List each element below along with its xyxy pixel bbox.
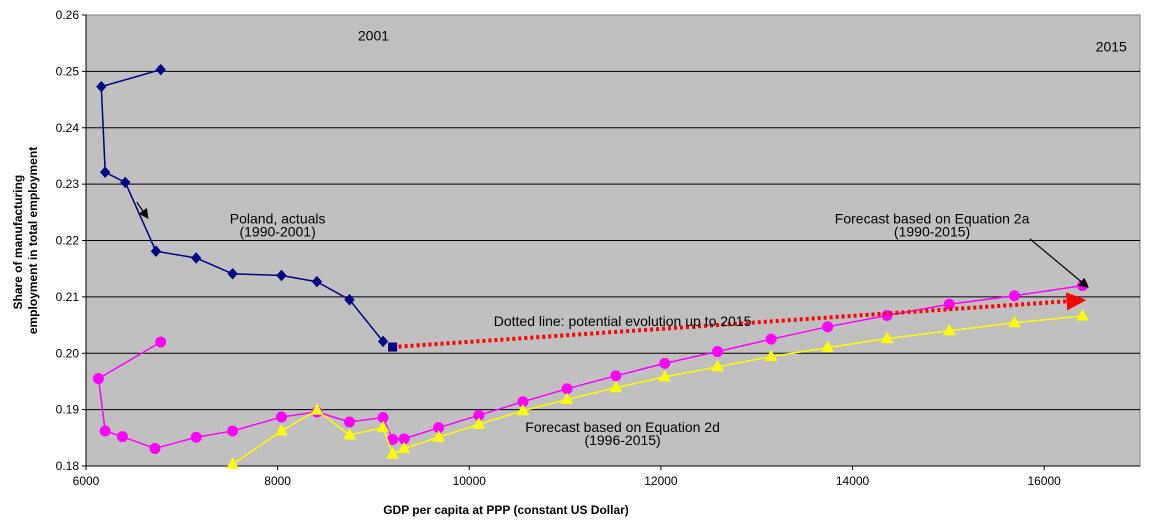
data-point-circle xyxy=(99,425,111,437)
y-tick-label: 0.25 xyxy=(56,64,80,78)
data-point-circle xyxy=(765,333,777,345)
data-point-circle xyxy=(190,431,202,443)
data-point-diamond xyxy=(150,245,162,257)
y-axis: 0.18 0.19 0.20 0.21 0.22 0.23 0.24 0.25 0.26 xyxy=(56,8,87,473)
data-point-triangle xyxy=(226,457,239,469)
annotation-poland-line1: Poland, actuals xyxy=(230,211,326,227)
poland-arrow xyxy=(136,201,149,220)
data-point-circle xyxy=(1008,290,1020,302)
y-tick-label: 0.26 xyxy=(56,8,80,22)
data-point-triangle xyxy=(942,323,956,336)
dotted-line-start-marker xyxy=(388,342,398,352)
annotation-dotted-note: Dotted line: potential evolution up to 2… xyxy=(494,313,752,329)
y-tick-label: 0.24 xyxy=(56,121,80,135)
data-point-triangle xyxy=(711,359,724,372)
y-tick-label: 0.19 xyxy=(56,403,80,417)
annotation-poland-line2: (1990-2001) xyxy=(239,224,315,240)
data-point-triangle xyxy=(1076,309,1089,321)
series-layer xyxy=(92,63,1089,469)
data-point-triangle xyxy=(343,427,356,440)
x-tick-label: 8000 xyxy=(264,474,291,488)
data-point-circle xyxy=(149,443,161,455)
data-point-circle xyxy=(92,373,104,385)
annotations: 2001 2015 Poland, actuals(1990-2001) Foreca… xyxy=(136,27,1127,448)
y-axis-title-line-2: employment in total employment xyxy=(26,147,40,334)
x-tick-label: 10000 xyxy=(453,474,487,488)
y-axis-title: Share of manufacturing employment in tot… xyxy=(11,147,40,334)
data-point-diamond xyxy=(155,63,166,76)
series-line xyxy=(97,284,1083,450)
data-point-circle xyxy=(610,370,622,382)
data-point-triangle xyxy=(560,392,574,404)
x-axis-title: GDP per capita at PPP (constant US Dolla… xyxy=(383,503,629,517)
data-point-triangle xyxy=(658,369,672,382)
annotation-eq2d-line1: Forecast based on Equation 2d xyxy=(525,419,720,435)
x-tick-label: 6000 xyxy=(73,474,100,488)
series-1 xyxy=(96,63,389,348)
data-point-triangle xyxy=(376,420,390,433)
series-line xyxy=(232,315,1083,465)
data-point-circle xyxy=(155,336,167,348)
annotation-eq2d-line2: (1996-2015) xyxy=(584,432,660,448)
data-point-triangle xyxy=(472,417,486,429)
data-point-triangle xyxy=(310,403,324,415)
data-point-triangle xyxy=(821,340,834,353)
data-point-circle xyxy=(116,431,128,443)
annotation-year-2001: 2001 xyxy=(358,27,389,43)
data-point-diamond xyxy=(191,252,202,264)
data-point-diamond xyxy=(311,275,323,288)
y-axis-title-line-1: Share of manufacturing xyxy=(11,175,25,310)
data-point-triangle xyxy=(609,380,623,393)
data-point-triangle xyxy=(764,349,778,362)
dotted-evolution-line xyxy=(388,292,1087,352)
x-axis: 6000 8000 10000 12000 14000 16000 xyxy=(73,465,1140,488)
data-point-circle xyxy=(822,321,834,333)
y-tick-label: 0.18 xyxy=(56,459,80,473)
data-point-triangle xyxy=(432,430,445,442)
annotation-eq2a-line1: Forecast based on Equation 2a xyxy=(835,211,1030,227)
data-point-circle xyxy=(275,411,287,423)
data-point-diamond xyxy=(120,176,131,189)
y-tick-label: 0.22 xyxy=(56,234,80,248)
y-tick-label: 0.20 xyxy=(56,346,80,360)
data-point-diamond xyxy=(227,268,238,280)
data-point-circle xyxy=(659,357,671,369)
data-point-circle xyxy=(711,346,723,358)
data-point-circle xyxy=(227,425,239,437)
x-tick-label: 16000 xyxy=(1027,474,1061,488)
data-point-circle xyxy=(561,383,573,395)
y-tick-label: 0.21 xyxy=(56,290,80,304)
data-point-triangle xyxy=(880,331,894,344)
data-point-diamond xyxy=(344,293,355,306)
x-tick-label: 14000 xyxy=(836,474,870,488)
x-tick-label: 12000 xyxy=(644,474,678,488)
data-point-triangle xyxy=(386,447,399,459)
y-tick-label: 0.23 xyxy=(56,177,80,191)
data-point-diamond xyxy=(377,335,389,348)
data-point-triangle xyxy=(516,403,530,416)
data-point-triangle xyxy=(1008,315,1021,328)
data-point-diamond xyxy=(96,80,107,93)
series-2 xyxy=(92,280,1089,455)
annotation-year-2015: 2015 xyxy=(1096,39,1127,55)
data-point-circle xyxy=(943,298,955,310)
series-3 xyxy=(226,309,1089,469)
data-point-circle xyxy=(344,416,355,428)
data-point-diamond xyxy=(99,166,111,179)
gridlines xyxy=(86,70,1140,411)
dotted-arrow xyxy=(392,292,1087,350)
eq2a-arrow xyxy=(1029,238,1089,289)
data-point-diamond xyxy=(276,269,287,282)
data-point-triangle xyxy=(275,424,288,436)
annotation-eq2a-line2: (1990-2015) xyxy=(894,224,970,240)
data-point-triangle xyxy=(397,441,411,454)
